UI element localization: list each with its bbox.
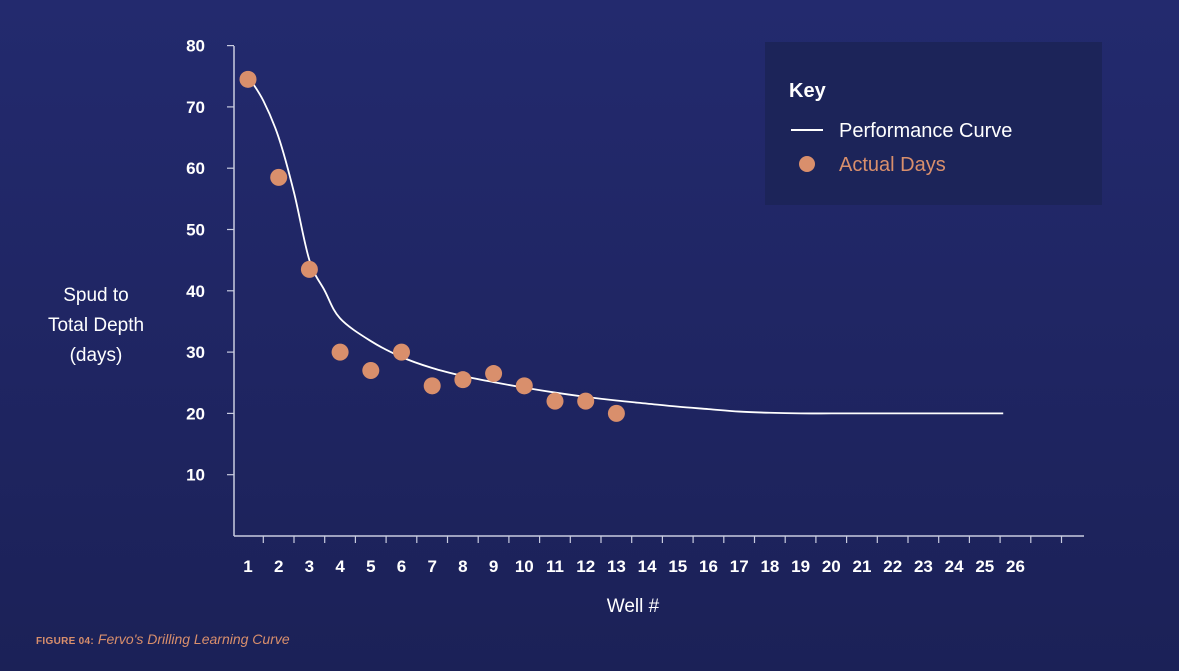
- y-axis-title-line: Spud to: [63, 285, 129, 306]
- figure-caption-label: FIGURE 04:: [36, 636, 95, 647]
- plot-area: [239, 70, 1004, 422]
- legend-dot-swatch: [799, 156, 815, 172]
- actual-days-point: [331, 343, 349, 361]
- x-tick-label: 26: [1006, 557, 1025, 576]
- x-tick-label: 9: [489, 557, 498, 576]
- x-tick-label: 11: [546, 557, 564, 576]
- x-axis-ticks: 1 2 3 4 5 6 7 8 9 10 11 12 13 14 15 16 17 18 19 20 21 22 23 24 2…: [243, 536, 1063, 576]
- x-tick-label: 19: [791, 557, 810, 576]
- y-tick-label: 60: [186, 159, 205, 178]
- actual-days-point: [270, 168, 288, 186]
- actual-days-point: [300, 260, 318, 278]
- x-tick-label: 14: [638, 557, 657, 576]
- actual-days-point: [546, 392, 564, 410]
- x-tick-label: 15: [668, 557, 687, 576]
- actual-days-point: [423, 377, 441, 395]
- figure-caption: FIGURE 04: Fervo's Drilling Learning Cur…: [36, 631, 290, 647]
- x-tick-label: 2: [274, 557, 283, 576]
- x-tick-label: 10: [515, 557, 534, 576]
- y-tick-label: 40: [186, 282, 205, 301]
- x-tick-label: 22: [883, 557, 902, 576]
- x-tick-label: 23: [914, 557, 933, 576]
- legend: Key Performance Curve Actual Days: [765, 42, 1102, 205]
- actual-days-point: [454, 371, 472, 389]
- x-tick-label: 4: [335, 557, 345, 576]
- x-tick-label: 6: [397, 557, 406, 576]
- x-tick-label: 5: [366, 557, 375, 576]
- actual-days-point: [515, 377, 533, 395]
- x-tick-label: 16: [699, 557, 718, 576]
- y-tick-label: 80: [186, 37, 205, 56]
- x-tick-label: 7: [427, 557, 436, 576]
- x-tick-label: 8: [458, 557, 467, 576]
- x-tick-label: 13: [607, 557, 626, 576]
- actual-days-point: [577, 392, 595, 410]
- actual-days-point: [393, 343, 410, 361]
- x-tick-label: 17: [730, 557, 749, 576]
- legend-box: [765, 42, 1102, 205]
- y-tick-label: 30: [186, 343, 205, 362]
- x-tick-label: 21: [853, 557, 872, 576]
- legend-title: Key: [789, 80, 827, 102]
- y-axis-title-line: Total Depth: [48, 315, 144, 336]
- legend-actual-days-label: Actual Days: [839, 154, 946, 176]
- x-axis-title: Well #: [607, 596, 660, 617]
- y-axis-ticks: 10 20 30 40 50 60 70 80: [186, 37, 234, 485]
- actual-days-point: [485, 365, 503, 383]
- x-tick-label: 20: [822, 557, 841, 576]
- x-tick-label: 1: [243, 557, 252, 576]
- legend-performance-curve-label: Performance Curve: [839, 120, 1012, 142]
- x-tick-label: 12: [576, 557, 595, 576]
- x-tick-label: 3: [305, 557, 314, 576]
- x-tick-label: 18: [760, 557, 779, 576]
- actual-days-point: [607, 404, 625, 422]
- y-tick-label: 70: [186, 98, 205, 117]
- x-tick-label: 24: [945, 557, 964, 576]
- actual-days-point: [239, 70, 257, 88]
- y-axis-title: Spud to Total Depth (days): [48, 285, 144, 366]
- y-tick-label: 50: [186, 221, 205, 240]
- y-tick-label: 10: [186, 466, 205, 485]
- x-tick-label: 25: [975, 557, 994, 576]
- y-axis-title-line: (days): [70, 345, 123, 366]
- y-tick-label: 20: [186, 404, 205, 423]
- actual-days-point: [362, 361, 380, 379]
- figure-caption-text: Fervo's Drilling Learning Curve: [94, 631, 290, 647]
